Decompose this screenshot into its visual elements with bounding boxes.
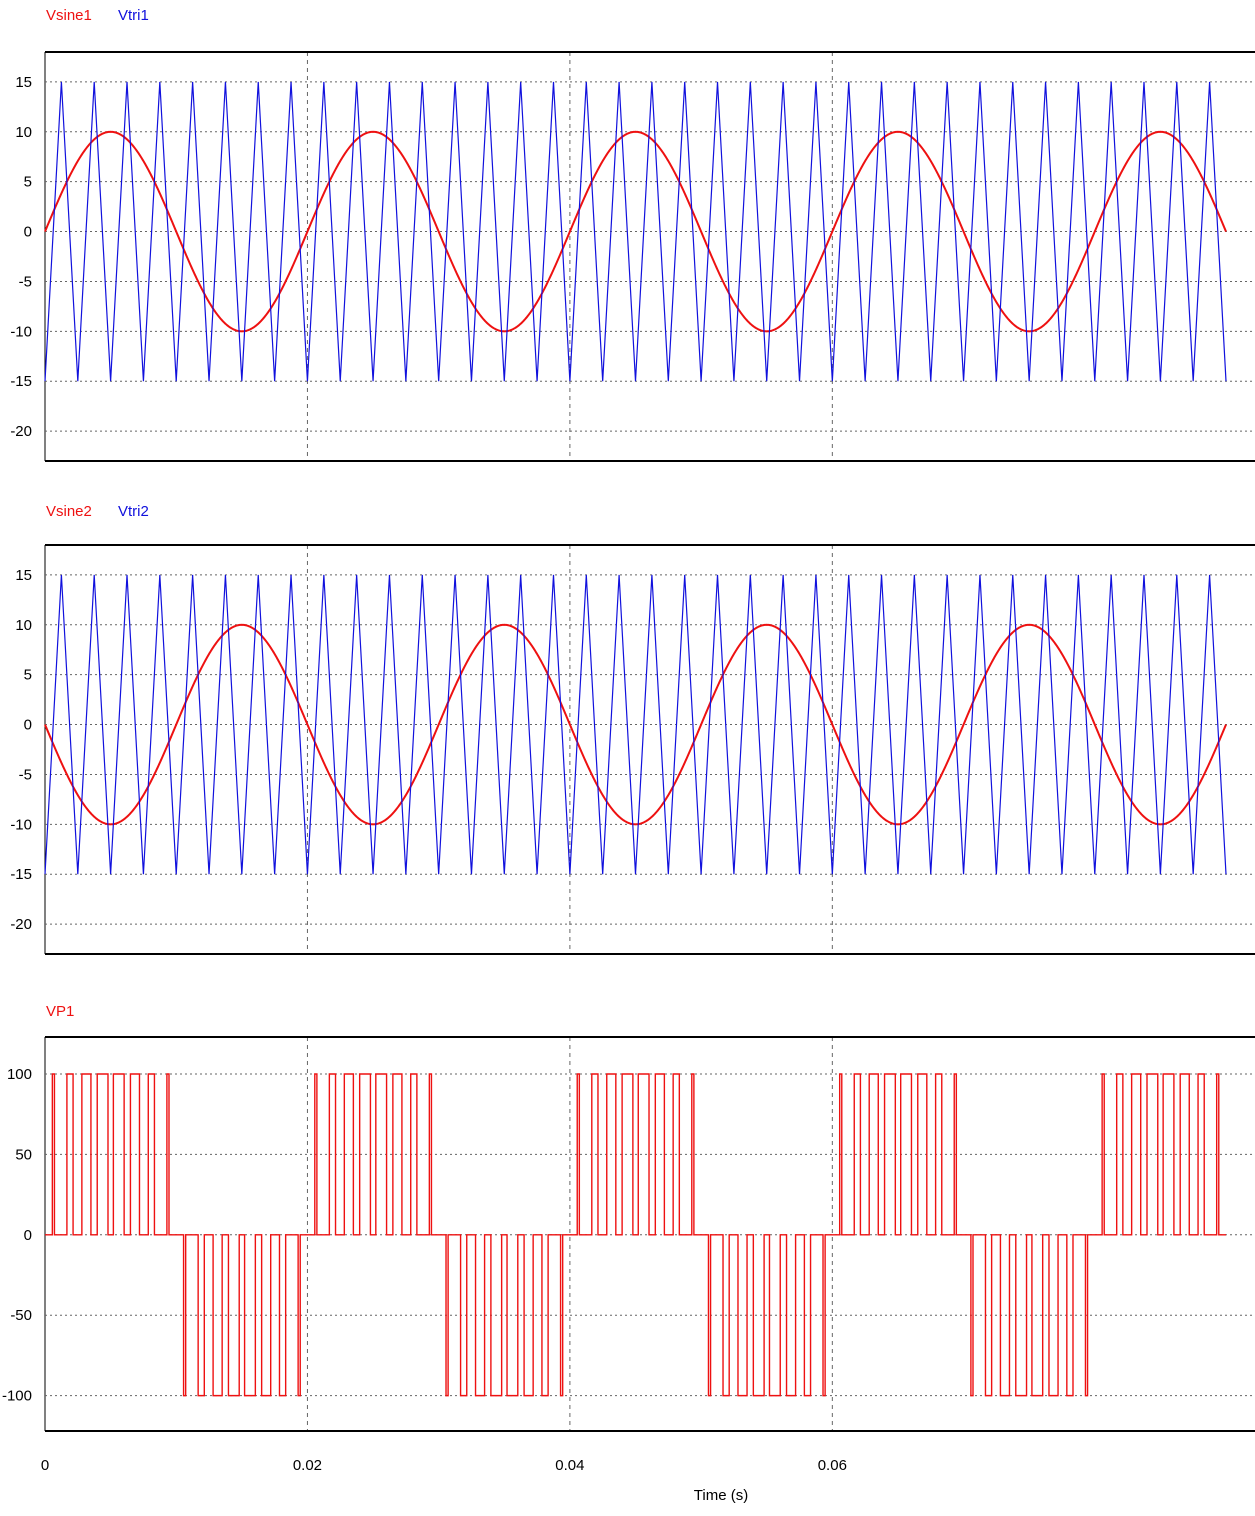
p3-ytick-3: -50 xyxy=(10,1307,32,1324)
p1-ytick-3: 0 xyxy=(24,224,32,241)
p1-ytick-0: 15 xyxy=(15,74,32,91)
p1-ytick-7: -20 xyxy=(10,423,32,440)
panel-1-series xyxy=(44,81,1227,382)
panel-2: Vsine2 Vtri2 15 10 5 0 -5 -10 -15 -20 xyxy=(10,503,1255,955)
p2-ytick-5: -10 xyxy=(10,816,32,833)
panel-1: Vsine1 Vtri1 15 10 5 0 -5 -10 -15 -20 xyxy=(10,7,1255,462)
p3-ytick-4: -100 xyxy=(2,1388,32,1405)
p2-ytick-7: -20 xyxy=(10,916,32,933)
panel-2-series xyxy=(44,574,1227,875)
legend-vsine1: Vsine1 xyxy=(46,7,92,24)
x-tick-1: 0.02 xyxy=(293,1457,322,1474)
panel-1-grid xyxy=(44,52,1255,461)
p3-ytick-0: 100 xyxy=(7,1066,32,1083)
panel-2-y-ticks: 15 10 5 0 -5 -10 -15 -20 xyxy=(10,567,32,933)
panel-3-y-ticks: 100 50 0 -50 -100 xyxy=(2,1066,32,1405)
p1-ytick-2: 5 xyxy=(24,174,32,191)
p3-ytick-2: 0 xyxy=(24,1227,32,1244)
legend-vtri1: Vtri1 xyxy=(118,7,149,24)
legend-vsine2: Vsine2 xyxy=(46,503,92,520)
p2-ytick-6: -15 xyxy=(10,866,32,883)
p1-series-vsine1 xyxy=(44,130,1227,333)
panel-3-series xyxy=(45,1073,1226,1397)
p2-ytick-4: -5 xyxy=(19,766,32,783)
p2-ytick-1: 10 xyxy=(15,617,32,634)
p3-ytick-1: 50 xyxy=(15,1146,32,1163)
panel-3: VP1 100 50 0 -50 -100 xyxy=(2,1003,1255,1432)
p2-series-vsine2 xyxy=(44,623,1227,826)
x-tick-2: 0.04 xyxy=(555,1457,584,1474)
legend-vp1: VP1 xyxy=(46,1003,74,1020)
p3-series-vp1 xyxy=(45,1073,1226,1397)
p1-series-vtri1 xyxy=(44,81,1227,382)
p2-ytick-0: 15 xyxy=(15,567,32,584)
x-tick-3: 0.06 xyxy=(818,1457,847,1474)
p1-ytick-4: -5 xyxy=(19,273,32,290)
x-tick-0: 0 xyxy=(41,1457,49,1474)
x-axis-title: Time (s) xyxy=(694,1487,748,1504)
legend-vtri2: Vtri2 xyxy=(118,503,149,520)
p2-ytick-2: 5 xyxy=(24,667,32,684)
p1-ytick-1: 10 xyxy=(15,124,32,141)
p1-ytick-6: -15 xyxy=(10,373,32,390)
p2-ytick-3: 0 xyxy=(24,717,32,734)
panel-1-y-ticks: 15 10 5 0 -5 -10 -15 -20 xyxy=(10,74,32,440)
x-tick-labels: 0 0.02 0.04 0.06 xyxy=(41,1457,847,1474)
p1-ytick-5: -10 xyxy=(10,323,32,340)
p2-series-vtri2 xyxy=(44,574,1227,875)
